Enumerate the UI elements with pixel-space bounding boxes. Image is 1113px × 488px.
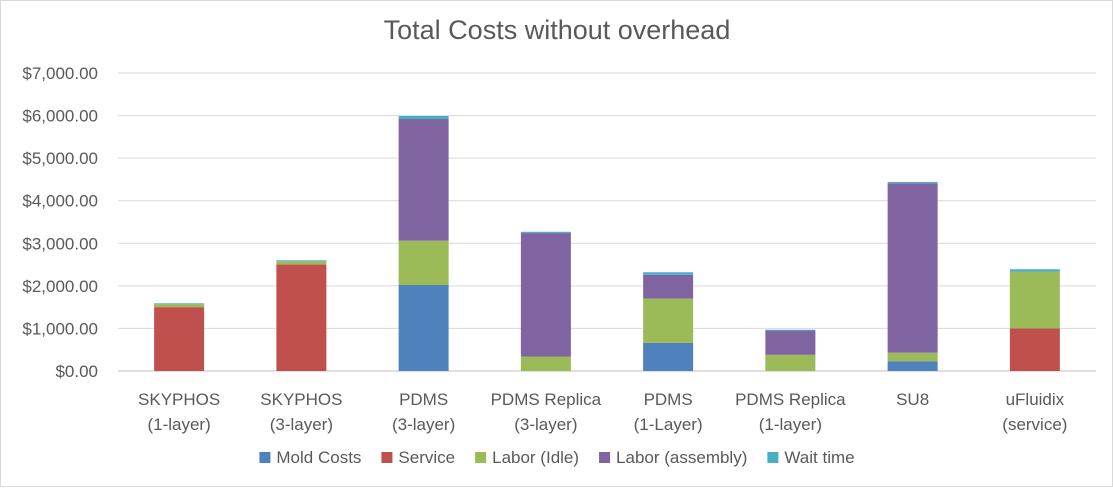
legend-swatch [475,452,487,463]
bar-segment [520,231,571,234]
bar-segment [887,352,938,362]
bar-segment [887,183,938,353]
legend-label: Service [398,448,455,467]
y-tick-label: $4,000.00 [22,192,98,211]
legend-label: Labor (assembly) [616,448,747,467]
legend-label: Labor (Idle) [492,448,579,467]
bar-segment [1009,328,1060,371]
x-tick-label: PDMS (1-Layer) [634,390,703,434]
bar-segment [887,181,938,184]
bar-segment [643,272,694,275]
x-tick-label: PDMS Replica (3-layer) [491,390,602,434]
y-tick-label: $2,000.00 [22,277,98,296]
bar-segment [520,356,571,371]
y-tick-label: $5,000.00 [22,149,98,168]
bar-segment [398,115,449,119]
bar-segment [398,118,449,241]
legend-label: Mold Costs [276,448,361,467]
legend-swatch [767,452,779,463]
bar-segment [1009,271,1060,329]
bar-segment [398,240,449,286]
x-tick-label: uFluidix (service) [1002,390,1067,434]
bar-segment [154,307,205,371]
bar-segment [276,260,327,262]
gridlines [118,72,1096,372]
x-axis-ticks: SKYPHOS (1-layer) SKYPHOS (3-layer) PDMS (3-l… [138,390,1067,434]
chart-title: Total Costs without overhead [384,15,731,45]
legend-swatch [259,452,271,463]
y-tick-label: $1,000.00 [22,319,98,338]
y-axis-ticks: $0.00 $1,000.00 $2,000.00 $3,000.00 $4,000.0… [22,64,98,381]
bar-segment [276,261,327,265]
legend: Mold Costs Service Labor (Idle) Labor (asse… [259,448,855,467]
bars [154,115,1060,371]
x-tick-label: SKYPHOS (1-layer) [138,390,220,434]
bar-segment [643,342,694,371]
bar-segment [398,285,449,371]
bar-segment [154,303,205,305]
bar-segment [765,329,816,331]
x-tick-label: SU8 [896,390,929,409]
y-tick-label: $3,000.00 [22,234,98,253]
bar-segment [1009,269,1060,272]
bar-segment [520,233,571,357]
y-tick-label: $7,000.00 [22,64,98,83]
legend-label: Wait time [784,448,854,467]
bar-segment [643,274,694,299]
legend-swatch [599,452,611,463]
bar-segment [154,304,205,308]
legend-swatch [381,452,393,463]
bar-segment [643,298,694,343]
x-tick-label: PDMS Replica (1-layer) [735,390,846,434]
bar-segment [765,330,816,355]
bar-segment [276,264,327,371]
bar-segment [887,361,938,371]
y-tick-label: $6,000.00 [22,107,98,126]
x-tick-label: PDMS (3-layer) [392,390,455,434]
bar-segment [765,354,816,371]
x-tick-label: SKYPHOS (3-layer) [260,390,342,434]
y-tick-label: $0.00 [55,362,98,381]
